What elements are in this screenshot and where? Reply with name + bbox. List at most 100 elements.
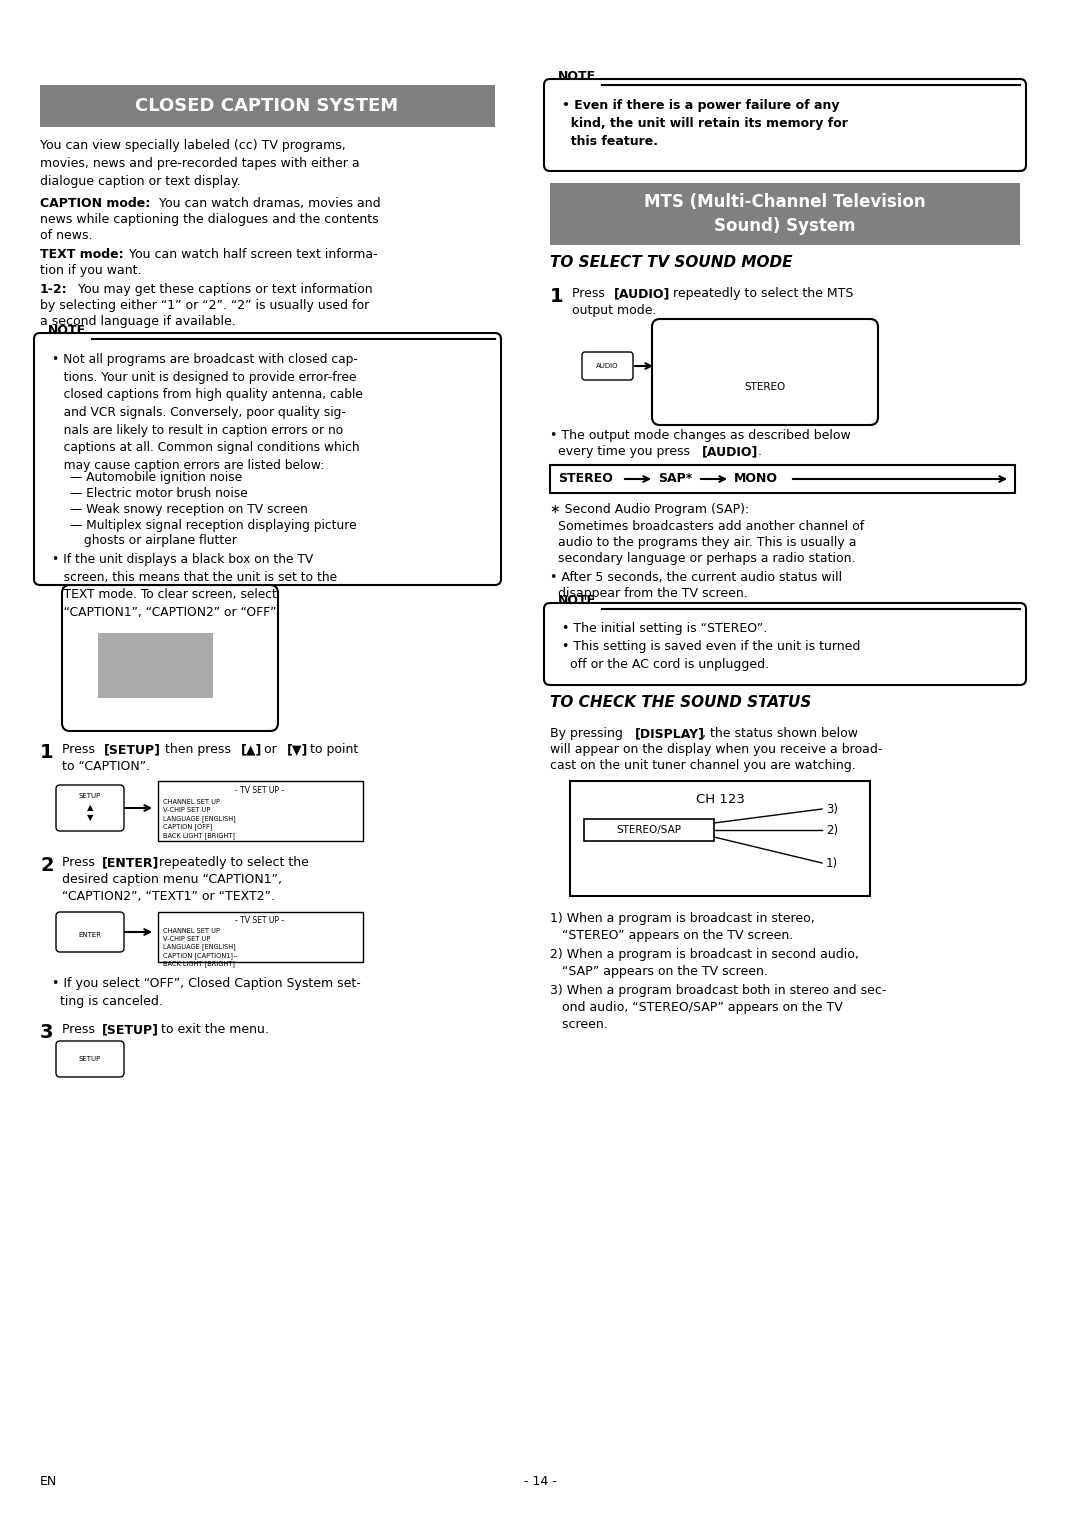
- Text: ghosts or airplane flutter: ghosts or airplane flutter: [84, 533, 237, 547]
- Text: — Weak snowy reception on TV screen: — Weak snowy reception on TV screen: [70, 503, 308, 516]
- Text: CLOSED CAPTION SYSTEM: CLOSED CAPTION SYSTEM: [135, 96, 399, 115]
- Text: — Automobile ignition noise: — Automobile ignition noise: [70, 471, 242, 484]
- FancyBboxPatch shape: [56, 785, 124, 831]
- Bar: [550, 183, 1020, 244]
- Bar: [40, 86, 495, 127]
- Text: 1-2:: 1-2:: [40, 283, 68, 296]
- Text: ∗ Second Audio Program (SAP):: ∗ Second Audio Program (SAP):: [550, 503, 750, 516]
- Text: You can watch half screen text informa-: You can watch half screen text informa-: [125, 248, 378, 261]
- Text: 1: 1: [550, 287, 564, 306]
- Text: desired caption menu “CAPTION1”,: desired caption menu “CAPTION1”,: [62, 872, 282, 886]
- Text: TEXT mode:: TEXT mode:: [40, 248, 123, 261]
- Text: NOTE: NOTE: [558, 594, 596, 607]
- Text: STEREO: STEREO: [744, 382, 785, 393]
- Text: [SETUP]: [SETUP]: [102, 1024, 159, 1036]
- Text: by selecting either “1” or “2”. “2” is usually used for: by selecting either “1” or “2”. “2” is u…: [40, 299, 369, 312]
- Text: SETUP: SETUP: [79, 1056, 102, 1062]
- Text: ENTER: ENTER: [79, 932, 102, 938]
- Text: [▼]: [▼]: [287, 743, 309, 756]
- Bar: [158, 781, 363, 840]
- Text: “CAPTION2”, “TEXT1” or “TEXT2”.: “CAPTION2”, “TEXT1” or “TEXT2”.: [62, 889, 275, 903]
- FancyBboxPatch shape: [56, 912, 124, 952]
- Text: ▼: ▼: [86, 813, 93, 822]
- Text: of news.: of news.: [40, 229, 93, 241]
- Text: EN: EN: [40, 1475, 57, 1488]
- Text: TO SELECT TV SOUND MODE: TO SELECT TV SOUND MODE: [550, 255, 793, 270]
- Text: Press: Press: [572, 287, 609, 299]
- Text: 2) When a program is broadcast in second audio,: 2) When a program is broadcast in second…: [550, 947, 859, 961]
- Text: STEREO/SAP: STEREO/SAP: [617, 825, 681, 834]
- Text: • If the unit displays a black box on the TV
   screen, this means that the unit: • If the unit displays a black box on th…: [52, 553, 337, 619]
- Text: a second language if available.: a second language if available.: [40, 315, 235, 329]
- Text: AUDIO: AUDIO: [596, 364, 618, 368]
- FancyBboxPatch shape: [62, 585, 278, 730]
- Text: audio to the programs they air. This is usually a: audio to the programs they air. This is …: [550, 536, 856, 549]
- Text: “STEREO” appears on the TV screen.: “STEREO” appears on the TV screen.: [550, 929, 793, 941]
- Text: Press: Press: [62, 856, 99, 869]
- FancyBboxPatch shape: [544, 79, 1026, 171]
- Bar: [98, 633, 213, 698]
- Text: 2: 2: [40, 856, 54, 876]
- Text: — Multiplex signal reception displaying picture: — Multiplex signal reception displaying …: [70, 520, 356, 532]
- Text: CH 123: CH 123: [696, 793, 744, 805]
- Bar: [158, 912, 363, 963]
- Bar: [550, 465, 1015, 494]
- Text: [AUDIO]: [AUDIO]: [702, 445, 758, 458]
- Bar: [570, 781, 870, 895]
- Text: 3: 3: [40, 1024, 54, 1042]
- Text: CAPTION mode:: CAPTION mode:: [40, 197, 150, 209]
- Text: or: or: [260, 743, 281, 756]
- Text: You can watch dramas, movies and: You can watch dramas, movies and: [156, 197, 380, 209]
- Text: [DISPLAY]: [DISPLAY]: [635, 727, 705, 740]
- Text: repeatedly to select the: repeatedly to select the: [156, 856, 309, 869]
- Text: • Even if there is a power failure of any
  kind, the unit will retain its memor: • Even if there is a power failure of an…: [562, 99, 848, 148]
- Text: .: .: [758, 445, 762, 458]
- Bar: [584, 819, 714, 840]
- Text: [SETUP]: [SETUP]: [104, 743, 161, 756]
- Text: , the status shown below: , the status shown below: [702, 727, 858, 740]
- Text: [AUDIO]: [AUDIO]: [615, 287, 671, 299]
- Text: every time you press: every time you press: [550, 445, 694, 458]
- Text: — Electric motor brush noise: — Electric motor brush noise: [70, 487, 247, 500]
- FancyBboxPatch shape: [33, 333, 501, 585]
- Text: [▲]: [▲]: [241, 743, 262, 756]
- Text: 1) When a program is broadcast in stereo,: 1) When a program is broadcast in stereo…: [550, 912, 814, 924]
- Text: - TV SET UP -: - TV SET UP -: [235, 785, 284, 795]
- FancyBboxPatch shape: [652, 319, 878, 425]
- Text: MTS (Multi-Channel Television
Sound) System: MTS (Multi-Channel Television Sound) Sys…: [644, 193, 926, 235]
- Text: news while captioning the dialogues and the contents: news while captioning the dialogues and …: [40, 212, 379, 226]
- Text: You can view specially labeled (cc) TV programs,
movies, news and pre-recorded t: You can view specially labeled (cc) TV p…: [40, 139, 360, 188]
- Text: screen.: screen.: [550, 1018, 608, 1031]
- FancyBboxPatch shape: [56, 1041, 124, 1077]
- Text: cast on the unit tuner channel you are watching.: cast on the unit tuner channel you are w…: [550, 759, 855, 772]
- Text: By pressing: By pressing: [550, 727, 626, 740]
- Text: • After 5 seconds, the current audio status will: • After 5 seconds, the current audio sta…: [550, 571, 842, 584]
- Text: to exit the menu.: to exit the menu.: [157, 1024, 269, 1036]
- Text: SETUP: SETUP: [79, 793, 102, 799]
- Text: ▲: ▲: [86, 804, 93, 811]
- Text: NOTE: NOTE: [48, 324, 86, 338]
- Text: CHANNEL SET UP
V-CHIP SET UP
LANGUAGE [ENGLISH]
CAPTION [OFF]
BACK LIGHT [BRIGHT: CHANNEL SET UP V-CHIP SET UP LANGUAGE [E…: [163, 799, 235, 839]
- Text: NOTE: NOTE: [558, 70, 596, 83]
- Text: “SAP” appears on the TV screen.: “SAP” appears on the TV screen.: [550, 966, 768, 978]
- Text: Press: Press: [62, 1024, 99, 1036]
- Text: 1): 1): [826, 857, 838, 869]
- Text: SAP*: SAP*: [658, 472, 692, 484]
- Text: 1: 1: [40, 743, 54, 762]
- Text: STEREO: STEREO: [558, 472, 612, 484]
- Text: to point: to point: [306, 743, 359, 756]
- FancyBboxPatch shape: [544, 604, 1026, 685]
- FancyBboxPatch shape: [582, 351, 633, 380]
- Text: MONO: MONO: [734, 472, 778, 484]
- Text: will appear on the display when you receive a broad-: will appear on the display when you rece…: [550, 743, 882, 756]
- Text: • If you select “OFF”, Closed Caption System set-
  ting is canceled.: • If you select “OFF”, Closed Caption Sy…: [52, 976, 361, 1008]
- Text: 3): 3): [826, 804, 838, 816]
- Text: ond audio, “STEREO/SAP” appears on the TV: ond audio, “STEREO/SAP” appears on the T…: [550, 1001, 842, 1015]
- Text: tion if you want.: tion if you want.: [40, 264, 141, 277]
- Text: 3) When a program broadcast both in stereo and sec-: 3) When a program broadcast both in ster…: [550, 984, 887, 996]
- Text: • Not all programs are broadcast with closed cap-
   tions. Your unit is designe: • Not all programs are broadcast with cl…: [52, 353, 363, 472]
- Text: • The initial setting is “STEREO”.
• This setting is saved even if the unit is t: • The initial setting is “STEREO”. • Thi…: [562, 622, 861, 671]
- Text: TO CHECK THE SOUND STATUS: TO CHECK THE SOUND STATUS: [550, 695, 811, 711]
- Text: secondary language or perhaps a radio station.: secondary language or perhaps a radio st…: [550, 552, 855, 565]
- Text: - TV SET UP -: - TV SET UP -: [235, 915, 284, 924]
